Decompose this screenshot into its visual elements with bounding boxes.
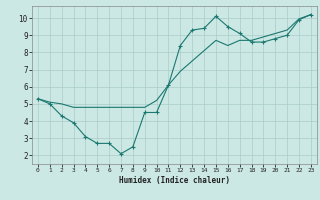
X-axis label: Humidex (Indice chaleur): Humidex (Indice chaleur) xyxy=(119,176,230,185)
